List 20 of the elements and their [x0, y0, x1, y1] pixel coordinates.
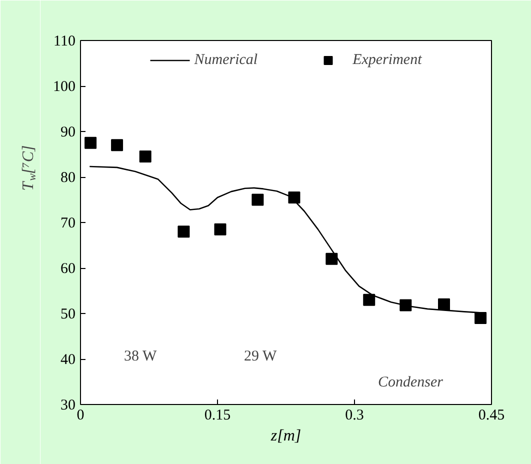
- legend-label: Experiment: [352, 52, 422, 68]
- x-tick-label: 0: [76, 408, 84, 424]
- y-tick-label: 110: [54, 34, 76, 50]
- x-tick-label: 0.3: [345, 408, 364, 424]
- x-axis-title: z[m]: [270, 428, 302, 444]
- legend-label: Numerical: [194, 52, 258, 68]
- x-tick-label: 0.45: [478, 408, 505, 424]
- y-tick-label: 90: [60, 124, 76, 140]
- y-tick-label: 100: [53, 79, 76, 95]
- y-tick-label: 40: [60, 352, 76, 368]
- y-axis-title: Tw[⁷C]: [20, 145, 38, 191]
- x-tick-label: 0.15: [204, 408, 231, 424]
- annotation: 29 W: [244, 348, 278, 364]
- y-tick-label: 50: [60, 306, 76, 322]
- y-tick-label: 60: [60, 261, 76, 277]
- y-tick-label: 30: [60, 398, 76, 414]
- y-tick-label: 70: [60, 216, 76, 232]
- annotation: 38 W: [124, 348, 158, 364]
- annotation: Condenser: [378, 374, 444, 390]
- y-tick-label: 80: [60, 170, 76, 186]
